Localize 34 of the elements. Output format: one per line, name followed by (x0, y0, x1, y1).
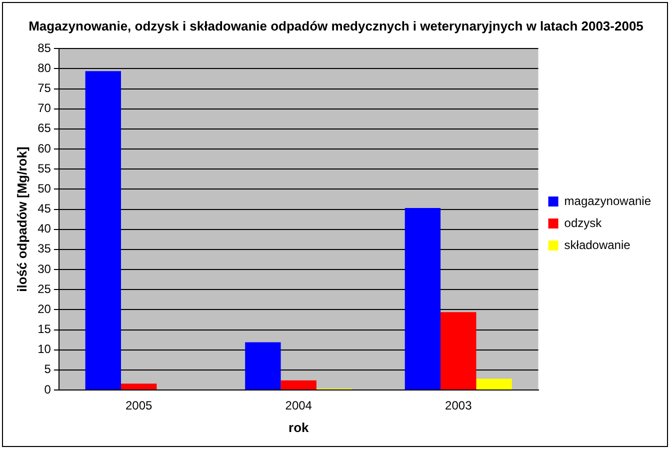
legend-label: składowanie (564, 238, 631, 252)
y-tick-label: 35 (38, 242, 52, 256)
bar (476, 378, 512, 390)
legend-label: magazynowanie (564, 194, 652, 208)
bar (120, 384, 157, 390)
y-tick-label: 75 (38, 81, 52, 96)
y-tick-label: 5 (44, 362, 52, 376)
chart-title: Magazynowanie, odzysk i składowanie odpadów medycznych i weterynaryjnych w latach 2003-2005 (28, 18, 644, 34)
y-tick-label: 40 (38, 222, 52, 236)
y-tick-label: 85 (38, 40, 52, 55)
y-tick-label: 50 (38, 181, 52, 196)
y-tick-label: 25 (38, 282, 52, 296)
bar (245, 342, 281, 390)
y-tick-label: 45 (38, 202, 52, 216)
y-tick-label: 0 (44, 382, 52, 396)
y-tick-label: 15 (38, 322, 52, 336)
bar (404, 208, 441, 390)
y-tick-label: 70 (38, 101, 52, 116)
y-tick-label: 30 (38, 262, 52, 276)
bar (280, 380, 316, 390)
y-tick-label: 60 (38, 141, 52, 156)
bar (85, 71, 121, 390)
y-tick-label: 10 (38, 342, 52, 356)
x-tick-label: 2003 (445, 398, 472, 413)
x-tick-label: 2004 (285, 398, 312, 413)
y-tick-label: 80 (38, 60, 52, 75)
x-axis-title: rok (288, 420, 310, 435)
bar (440, 312, 476, 390)
y-tick-label: 65 (38, 121, 52, 136)
x-tick-label: 2005 (125, 398, 153, 413)
y-tick-label: 55 (38, 161, 52, 176)
y-tick-label: 20 (38, 302, 52, 316)
y-axis-title: ilość odpadów [Mg/rok] (14, 146, 30, 292)
legend-label: odzysk (564, 216, 603, 230)
